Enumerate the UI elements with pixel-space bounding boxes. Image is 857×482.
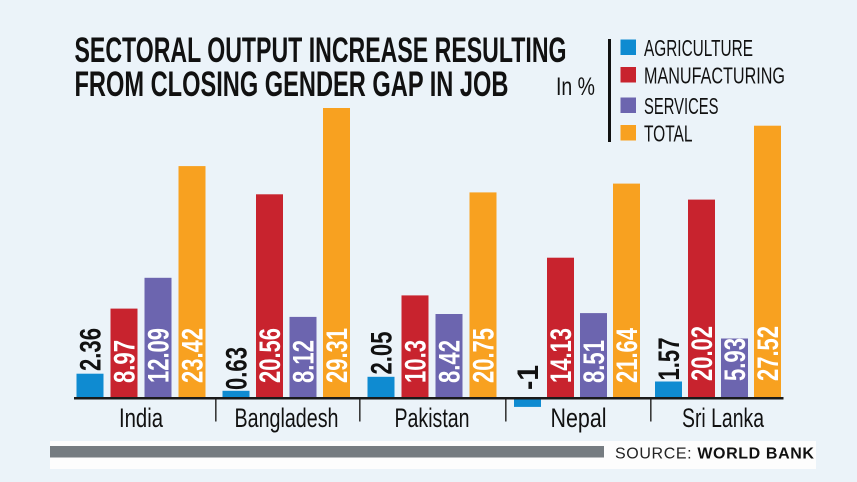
- svg-text:8.42: 8.42: [433, 340, 466, 383]
- svg-text:5.93: 5.93: [719, 338, 752, 381]
- svg-text:SOURCE: WORLD BANK: SOURCE: WORLD BANK: [615, 446, 815, 463]
- svg-text:8.97: 8.97: [108, 340, 141, 383]
- svg-text:AGRICULTURE: AGRICULTURE: [644, 35, 753, 61]
- svg-text:27.52: 27.52: [752, 326, 785, 381]
- svg-text:20.56: 20.56: [254, 328, 287, 383]
- svg-text:23.42: 23.42: [176, 328, 209, 383]
- svg-text:10.3: 10.3: [399, 340, 432, 383]
- svg-text:0.63: 0.63: [220, 347, 253, 390]
- svg-text:8.12: 8.12: [287, 340, 320, 383]
- svg-text:1.57: 1.57: [653, 338, 686, 381]
- svg-text:2.36: 2.36: [74, 328, 107, 371]
- svg-text:MANUFACTURING: MANUFACTURING: [644, 62, 785, 88]
- svg-text:12.09: 12.09: [142, 328, 175, 383]
- svg-text:Sri Lanka: Sri Lanka: [682, 403, 765, 433]
- svg-text:20.02: 20.02: [686, 326, 719, 381]
- svg-text:20.75: 20.75: [467, 328, 500, 383]
- svg-text:14.13: 14.13: [545, 328, 578, 383]
- svg-text:FROM CLOSING GENDER GAP IN JOB: FROM CLOSING GENDER GAP IN JOB: [75, 65, 509, 104]
- svg-text:-1: -1: [512, 365, 545, 390]
- svg-text:8.51: 8.51: [578, 340, 611, 383]
- svg-text:SERVICES: SERVICES: [644, 93, 719, 119]
- svg-text:TOTAL: TOTAL: [644, 120, 693, 146]
- svg-text:29.31: 29.31: [321, 328, 354, 383]
- svg-text:India: India: [119, 403, 164, 433]
- svg-text:Bangladesh: Bangladesh: [235, 403, 339, 433]
- svg-text:Nepal: Nepal: [551, 403, 607, 433]
- svg-text:Pakistan: Pakistan: [395, 403, 470, 433]
- svg-text:In %: In %: [556, 73, 595, 101]
- svg-text:2.05: 2.05: [365, 332, 398, 375]
- svg-text:SECTORAL OUTPUT INCREASE RESUL: SECTORAL OUTPUT INCREASE RESULTING: [75, 31, 567, 70]
- svg-text:21.64: 21.64: [611, 328, 644, 383]
